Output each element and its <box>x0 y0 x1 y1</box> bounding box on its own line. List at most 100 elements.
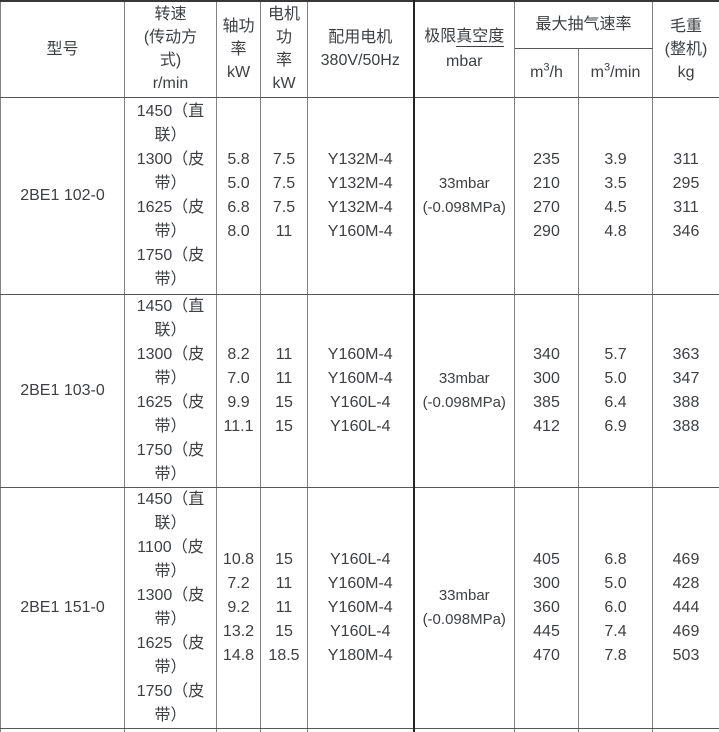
shaft-power-cell-value: 11.1 <box>223 417 254 435</box>
weight-cell-value: 388 <box>672 393 700 411</box>
shaft-power-cell: 10.8 7.2 9.2 13.2 14.8 <box>216 486 261 729</box>
shaft-power-cell-value: 8.2 <box>227 345 250 363</box>
speed-cell-value: 1750（皮 带） <box>136 441 205 483</box>
weight-cell-value: 428 <box>672 574 700 592</box>
header-motor-power: 电机功 率 kW <box>260 0 308 98</box>
header-max-rate: 最大抽气速率 <box>513 0 654 49</box>
header-vacuum: 极限真空度 mbar <box>412 0 515 98</box>
empty-cell <box>514 727 579 732</box>
vacuum-cell: 33mbar (-0.098MPa) <box>412 293 515 488</box>
rate-per-hour-cell-value: 300 <box>533 574 560 592</box>
rate-per-hour-cell-value: 210 <box>533 174 560 192</box>
rate-per-min-cell-value: 4.5 <box>604 198 627 216</box>
empty-cell <box>124 727 217 732</box>
header-rate-per-min: m3/min <box>577 47 654 98</box>
shaft-power-cell-value: 9.9 <box>227 393 250 411</box>
motor-power-cell-value: 11 <box>275 369 293 387</box>
speed-cell-value: 1300（皮 带） <box>136 345 205 387</box>
weight-cell: 469 428 444 469 503 <box>652 486 719 729</box>
motor-model-cell-value: Y160M-4 <box>327 369 393 387</box>
motor-power-cell-value: 15 <box>275 550 293 568</box>
motor-power-cell-value: 11 <box>275 345 293 363</box>
motor-power-cell-value: 15 <box>275 417 293 435</box>
speed-cell-value: 1625（皮 带） <box>136 198 205 240</box>
motor-power-cell-value: 11 <box>275 598 293 616</box>
shaft-power-cell-value: 6.8 <box>227 198 250 216</box>
shaft-power-cell-value: 10.8 <box>222 550 255 568</box>
rate-per-hour-cell-value: 235 <box>533 150 560 168</box>
rate-per-min-cell-value: 5.0 <box>604 369 627 387</box>
empty-cell <box>216 727 261 732</box>
rate-per-hour-cell-value: 300 <box>533 369 560 387</box>
motor-power-cell-value: 18.5 <box>268 646 300 664</box>
speed-cell-value: 1450（直 联） <box>136 490 205 532</box>
speed-cell-value: 1450（直 联） <box>136 102 205 144</box>
empty-cell <box>307 727 414 732</box>
table-body: 2BE1 102-0 1450（直 联） 1300（皮 带） 1625（皮 带） 175… <box>0 96 719 732</box>
motor-model-cell-value: Y160L-4 <box>330 417 391 435</box>
weight-cell-value: 469 <box>672 550 700 568</box>
weight-cell-value: 444 <box>672 598 700 616</box>
table-row: 2BE1 102-0 1450（直 联） 1300（皮 带） 1625（皮 带） 175… <box>0 96 719 295</box>
speed-cell: 1450（直 联） 1300（皮 带） 1625（皮 带） 1750（皮 带） <box>124 293 217 488</box>
weight-cell-value: 388 <box>672 417 700 435</box>
speed-cell-value: 1750（皮 带） <box>136 682 205 724</box>
speed-cell: 1450（直 联） 1300（皮 带） 1625（皮 带） 1750（皮 带） <box>124 96 217 295</box>
empty-cell <box>0 727 125 732</box>
vacuum-cell: 33mbar (-0.098MPa) <box>412 96 515 295</box>
speed-cell: 1450（直 联） 1100（皮 带） 1300（皮 带） 1625（皮 带） 1750… <box>124 486 217 729</box>
motor-model-cell-value: Y132M-4 <box>327 150 393 168</box>
speed-cell-value: 1300（皮 带） <box>136 586 205 628</box>
speed-cell-value: 1450（直 联） <box>136 297 205 339</box>
shaft-power-cell-value: 14.8 <box>222 646 255 664</box>
header-speed: 转速 (传动方 式) r/min <box>124 0 217 98</box>
weight-cell-value: 503 <box>672 646 700 664</box>
model-cell: 2BE1 103-0 <box>0 293 125 488</box>
empty-cell <box>652 727 719 732</box>
motor-power-cell-value: 15 <box>275 622 293 640</box>
rate-per-min-cell: 3.9 3.5 4.5 4.8 <box>577 96 654 295</box>
header-matched-motor: 配用电机 380V/50Hz <box>307 0 414 98</box>
model-cell: 2BE1 102-0 <box>0 96 125 295</box>
motor-model-cell-value: Y160L-4 <box>330 622 391 640</box>
motor-model-cell-value: Y180M-4 <box>327 646 393 664</box>
rate-per-hour-cell-value: 412 <box>533 417 560 435</box>
motor-model-cell-value: Y132M-4 <box>327 174 393 192</box>
rate-h-rest: /h <box>549 64 563 81</box>
shaft-power-cell: 5.8 5.0 6.8 8.0 <box>216 96 261 295</box>
rate-per-min-cell-value: 5.0 <box>604 574 627 592</box>
weight-cell-value: 469 <box>672 622 700 640</box>
rate-per-hour-cell-value: 445 <box>533 622 560 640</box>
rate-per-min-cell-value: 3.9 <box>604 150 627 168</box>
weight-cell-value: 347 <box>672 369 700 387</box>
motor-power-cell-value: 11 <box>275 222 293 240</box>
weight-cell-value: 363 <box>672 345 700 363</box>
motor-model-cell-value: Y160L-4 <box>330 550 391 568</box>
shaft-power-cell-value: 7.0 <box>227 369 250 387</box>
header-vacuum-prefix: 极限 <box>424 28 457 46</box>
motor-model-cell: Y132M-4 Y132M-4 Y132M-4 Y160M-4 <box>307 96 414 295</box>
motor-model-cell-value: Y160M-4 <box>327 345 393 363</box>
empty-cell <box>412 727 515 732</box>
rate-min-base: m <box>590 64 604 81</box>
rate-per-hour-cell-value: 340 <box>533 345 560 363</box>
rate-per-hour-cell-value: 405 <box>533 550 560 568</box>
rate-per-hour-cell: 340 300 385 412 <box>514 293 579 488</box>
motor-model-cell-value: Y132M-4 <box>327 198 393 216</box>
header-vacuum-title: 极限真空度 <box>416 24 514 49</box>
table-row-partial <box>0 727 719 732</box>
rate-per-hour-cell-value: 290 <box>533 222 560 240</box>
weight-cell-value: 295 <box>672 174 700 192</box>
header-model: 型号 <box>0 0 125 98</box>
table-header: 型号 转速 (传动方 式) r/min 轴功 率 kW 电机功 率 kW 配用电… <box>0 0 719 98</box>
motor-power-cell: 15 11 11 15 18.5 <box>260 486 308 729</box>
motor-power-cell-value: 15 <box>275 393 293 411</box>
vacuum-cell: 33mbar (-0.098MPa) <box>412 486 515 729</box>
rate-h-sup: 3 <box>543 61 550 74</box>
weight-cell-value: 311 <box>673 198 699 216</box>
empty-cell <box>260 727 308 732</box>
rate-h-base: m <box>530 64 544 81</box>
rate-per-min-cell-value: 7.4 <box>604 622 627 640</box>
rate-per-hour-cell: 235 210 270 290 <box>514 96 579 295</box>
